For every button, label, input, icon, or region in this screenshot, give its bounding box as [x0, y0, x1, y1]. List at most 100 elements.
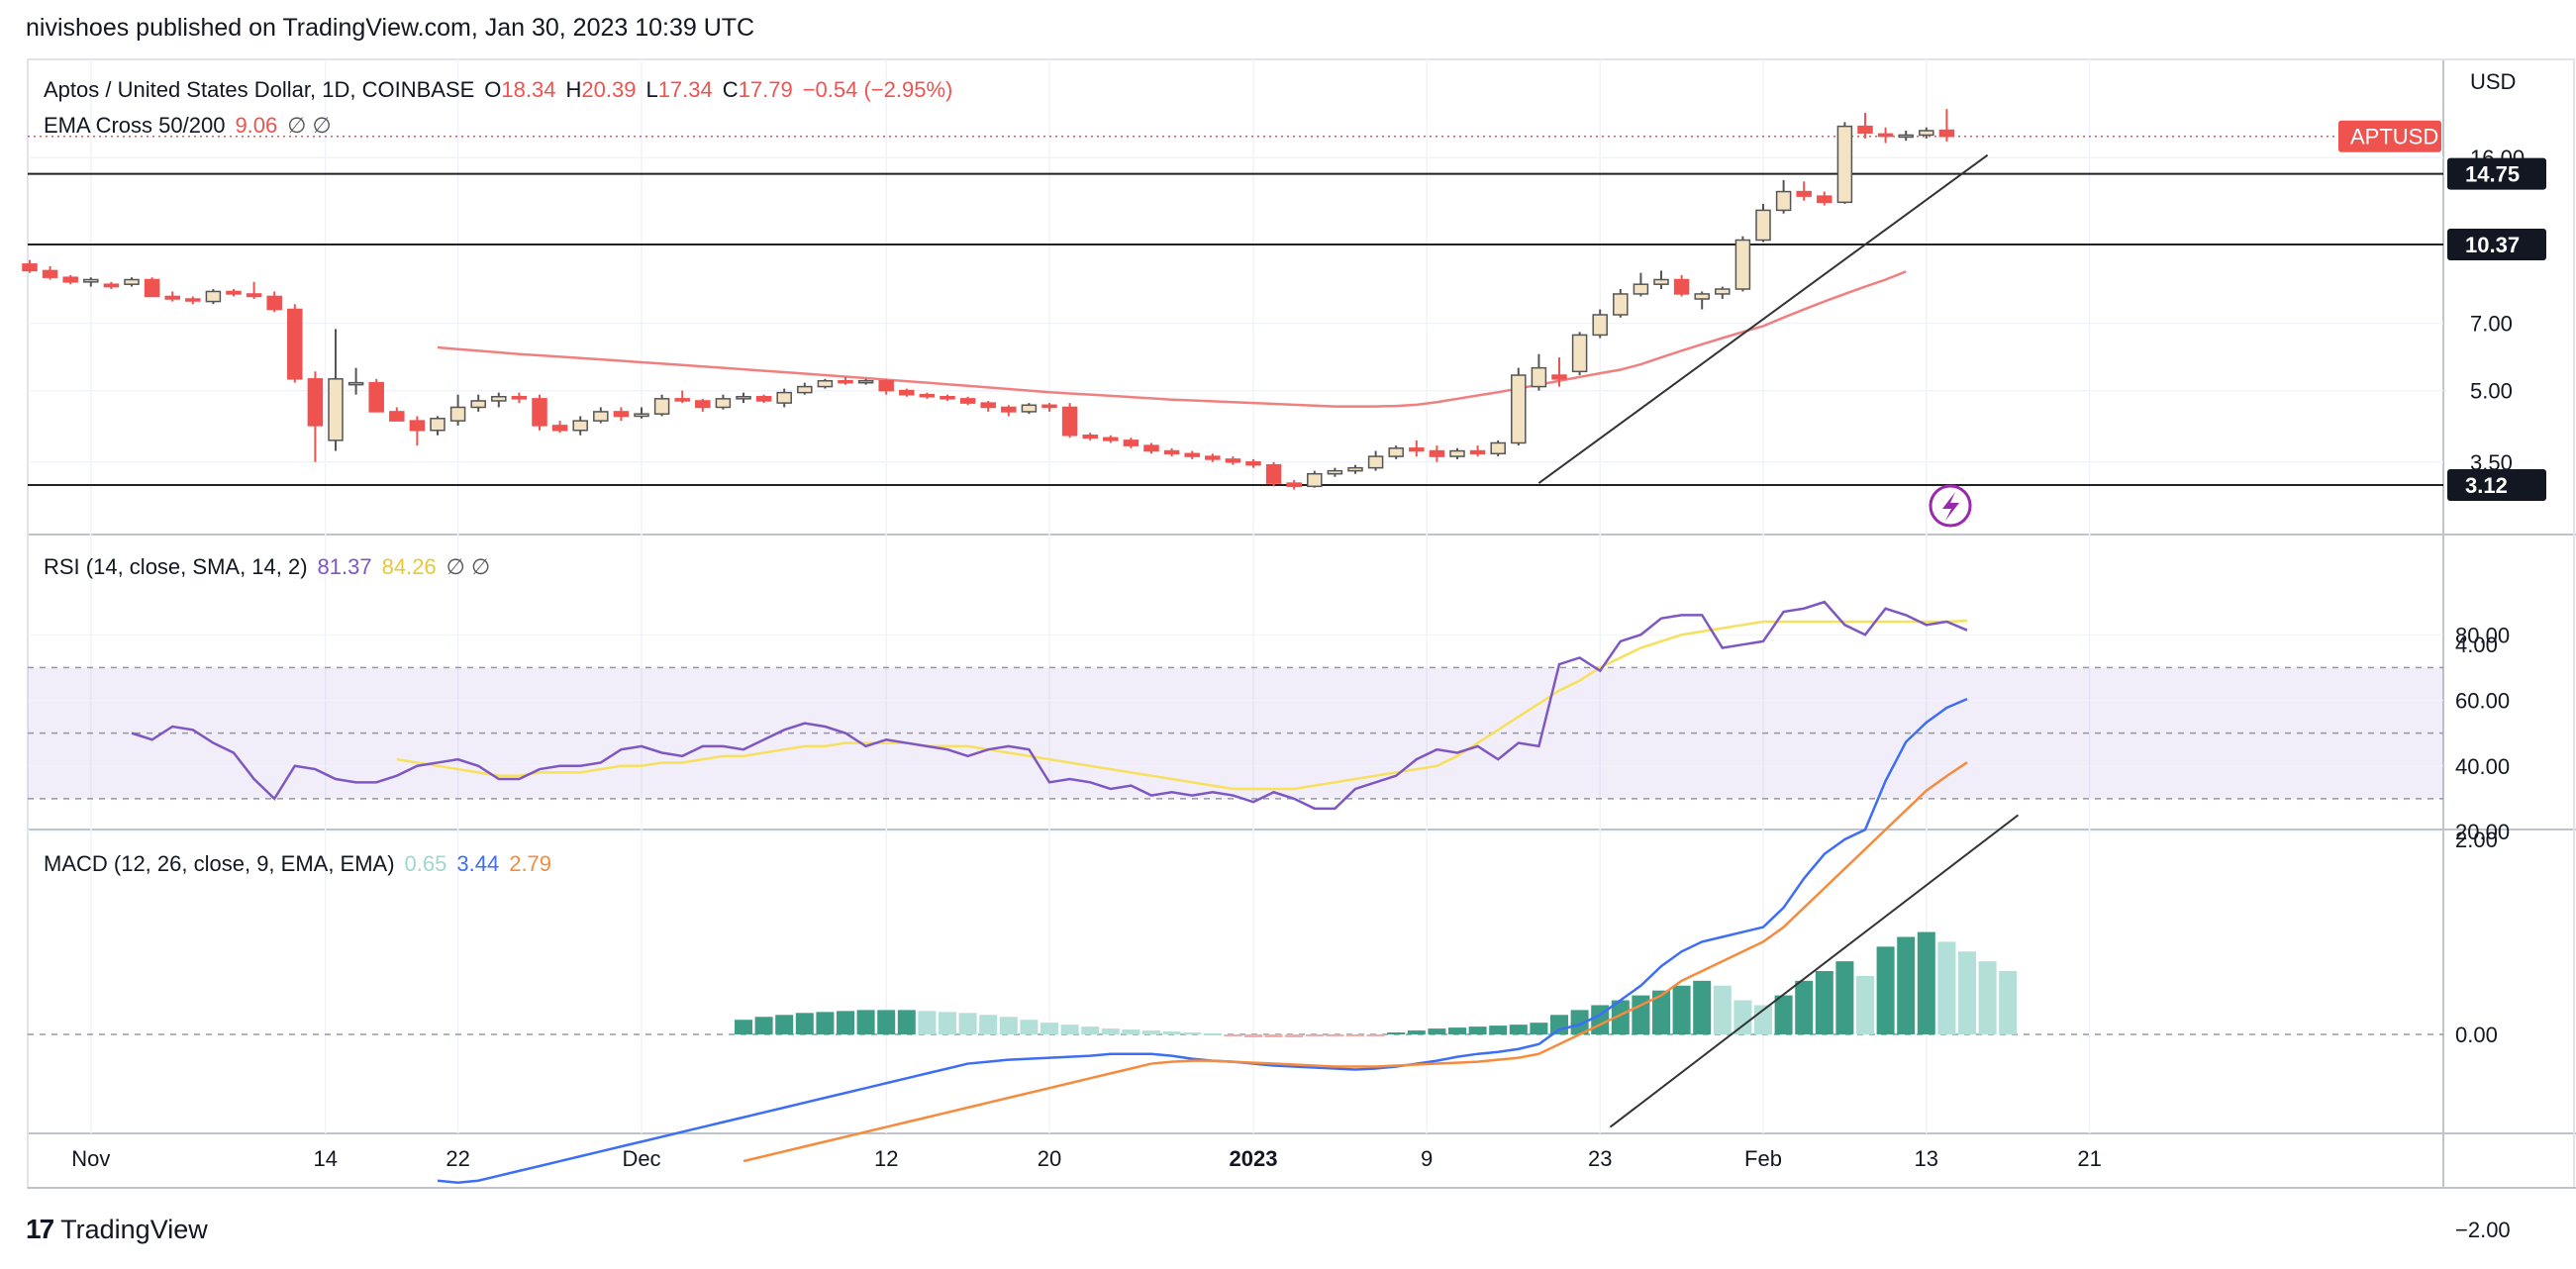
candle [1877, 127, 1894, 144]
candle [653, 394, 670, 417]
candle-body [899, 389, 915, 396]
candle-body [1082, 435, 1098, 439]
candle-body [470, 400, 486, 409]
macd-hist-bar [1550, 1015, 1568, 1034]
chart-frame [27, 58, 2575, 1189]
rsi-tick-label: 60.00 [2455, 689, 2510, 714]
candle [1388, 445, 1404, 459]
candle [1429, 445, 1445, 462]
candle-body [776, 391, 792, 404]
price-pane [22, 109, 2443, 528]
candle-body [1551, 374, 1567, 380]
candle [1734, 236, 1751, 292]
candle [409, 416, 426, 446]
candle [307, 371, 324, 462]
candle [1184, 450, 1200, 459]
footer-brand-text: TradingView [60, 1214, 208, 1244]
candle-body [511, 396, 528, 400]
candle-body [449, 406, 466, 422]
candle-body [1898, 134, 1914, 139]
macd-hist-bar [1570, 1010, 1589, 1034]
candle [389, 407, 405, 422]
candle [42, 265, 58, 280]
candle [695, 398, 711, 412]
candle [1021, 403, 1038, 415]
footer-brand[interactable]: 17 TradingView [26, 1214, 208, 1245]
candle-body [1673, 278, 1690, 295]
macd-hist-bar [1774, 995, 1793, 1034]
candle-body [328, 378, 344, 441]
macd-hist-bar [1489, 1025, 1508, 1034]
macd-hist-bar [1897, 936, 1916, 1034]
candle [1673, 274, 1690, 297]
candle [266, 291, 282, 313]
candle [287, 304, 303, 383]
candle [1571, 332, 1588, 376]
candle-body [1755, 209, 1771, 242]
candle [634, 407, 649, 419]
time-tick-label: 22 [446, 1146, 469, 1171]
level-label: 14.75 [2465, 162, 2520, 187]
time-tick-label: 14 [313, 1146, 337, 1171]
candle [328, 329, 344, 451]
price-legend: Aptos / United States Dollar, 1D, COINBA… [44, 77, 962, 103]
candle [1245, 458, 1261, 468]
candle [1715, 286, 1731, 300]
candle [1469, 445, 1486, 457]
tradingview-logo-icon: 17 [26, 1214, 54, 1244]
candle-body [307, 378, 324, 427]
rsi-legend[interactable]: RSI (14, close, SMA, 14, 2) 81.37 84.26 ∅ ∅ [44, 554, 500, 580]
candle-body [1347, 466, 1363, 472]
macd-hist-bar [918, 1011, 937, 1034]
candle-body [551, 425, 568, 432]
candle [511, 392, 528, 404]
symbol-title[interactable]: Aptos / United States Dollar, 1D, COINBA… [44, 77, 475, 102]
macd-hist-bar [1224, 1034, 1242, 1036]
macd-tick-label: 4.00 [2455, 633, 2498, 657]
macd-hist-bar [1326, 1034, 1344, 1036]
macd-hist-bar [1020, 1020, 1039, 1034]
candle-body [1653, 278, 1669, 285]
time-tick-label: Feb [1744, 1146, 1782, 1171]
time-axis: Nov 14 22 Dec 12 20 2023 9 23 Feb 13 21 [71, 1146, 2102, 1171]
macd-tick-label: 2.00 [2455, 828, 2498, 852]
ema-value: 9.06 [235, 113, 278, 138]
candle [124, 277, 140, 287]
candle-body [226, 290, 242, 295]
macd-tick-label: −2.00 [2455, 1218, 2511, 1242]
macd-hist-bar [1672, 985, 1691, 1034]
candle-body [1817, 195, 1833, 204]
candle [1857, 113, 1873, 139]
candle-body [42, 269, 58, 278]
candle-body [1307, 472, 1323, 488]
candle [1123, 438, 1139, 448]
candle-body [755, 396, 772, 402]
rsi-value: 81.37 [317, 554, 372, 579]
candle-body [491, 396, 507, 402]
candle-body [389, 411, 405, 422]
macd-legend[interactable]: MACD (12, 26, close, 9, EMA, EMA) 0.65 3.4… [44, 851, 561, 877]
candle-body [1245, 461, 1261, 466]
candle [368, 378, 384, 413]
macd-hist-bar [897, 1010, 916, 1034]
candle [103, 281, 120, 290]
candle [144, 277, 160, 298]
ema-legend[interactable]: EMA Cross 50/200 9.06 ∅ ∅ [44, 113, 342, 139]
macd-hist-bar [1632, 995, 1650, 1034]
candle-body [62, 276, 78, 283]
candle [674, 390, 690, 404]
candle-body [838, 379, 853, 384]
time-tick-label: 20 [1038, 1146, 1061, 1171]
candle [1836, 122, 1853, 204]
candle-body [430, 418, 446, 432]
rsi-extra: ∅ ∅ [446, 554, 491, 579]
candle-body [1041, 404, 1057, 409]
macd-hist-bar [754, 1017, 773, 1034]
candle-body [1694, 293, 1710, 300]
candle-body [1613, 293, 1629, 316]
level-label: 10.37 [2465, 233, 2520, 257]
candle [1286, 479, 1302, 490]
ohlc-high-label: H [565, 77, 582, 102]
candle [1082, 433, 1098, 440]
